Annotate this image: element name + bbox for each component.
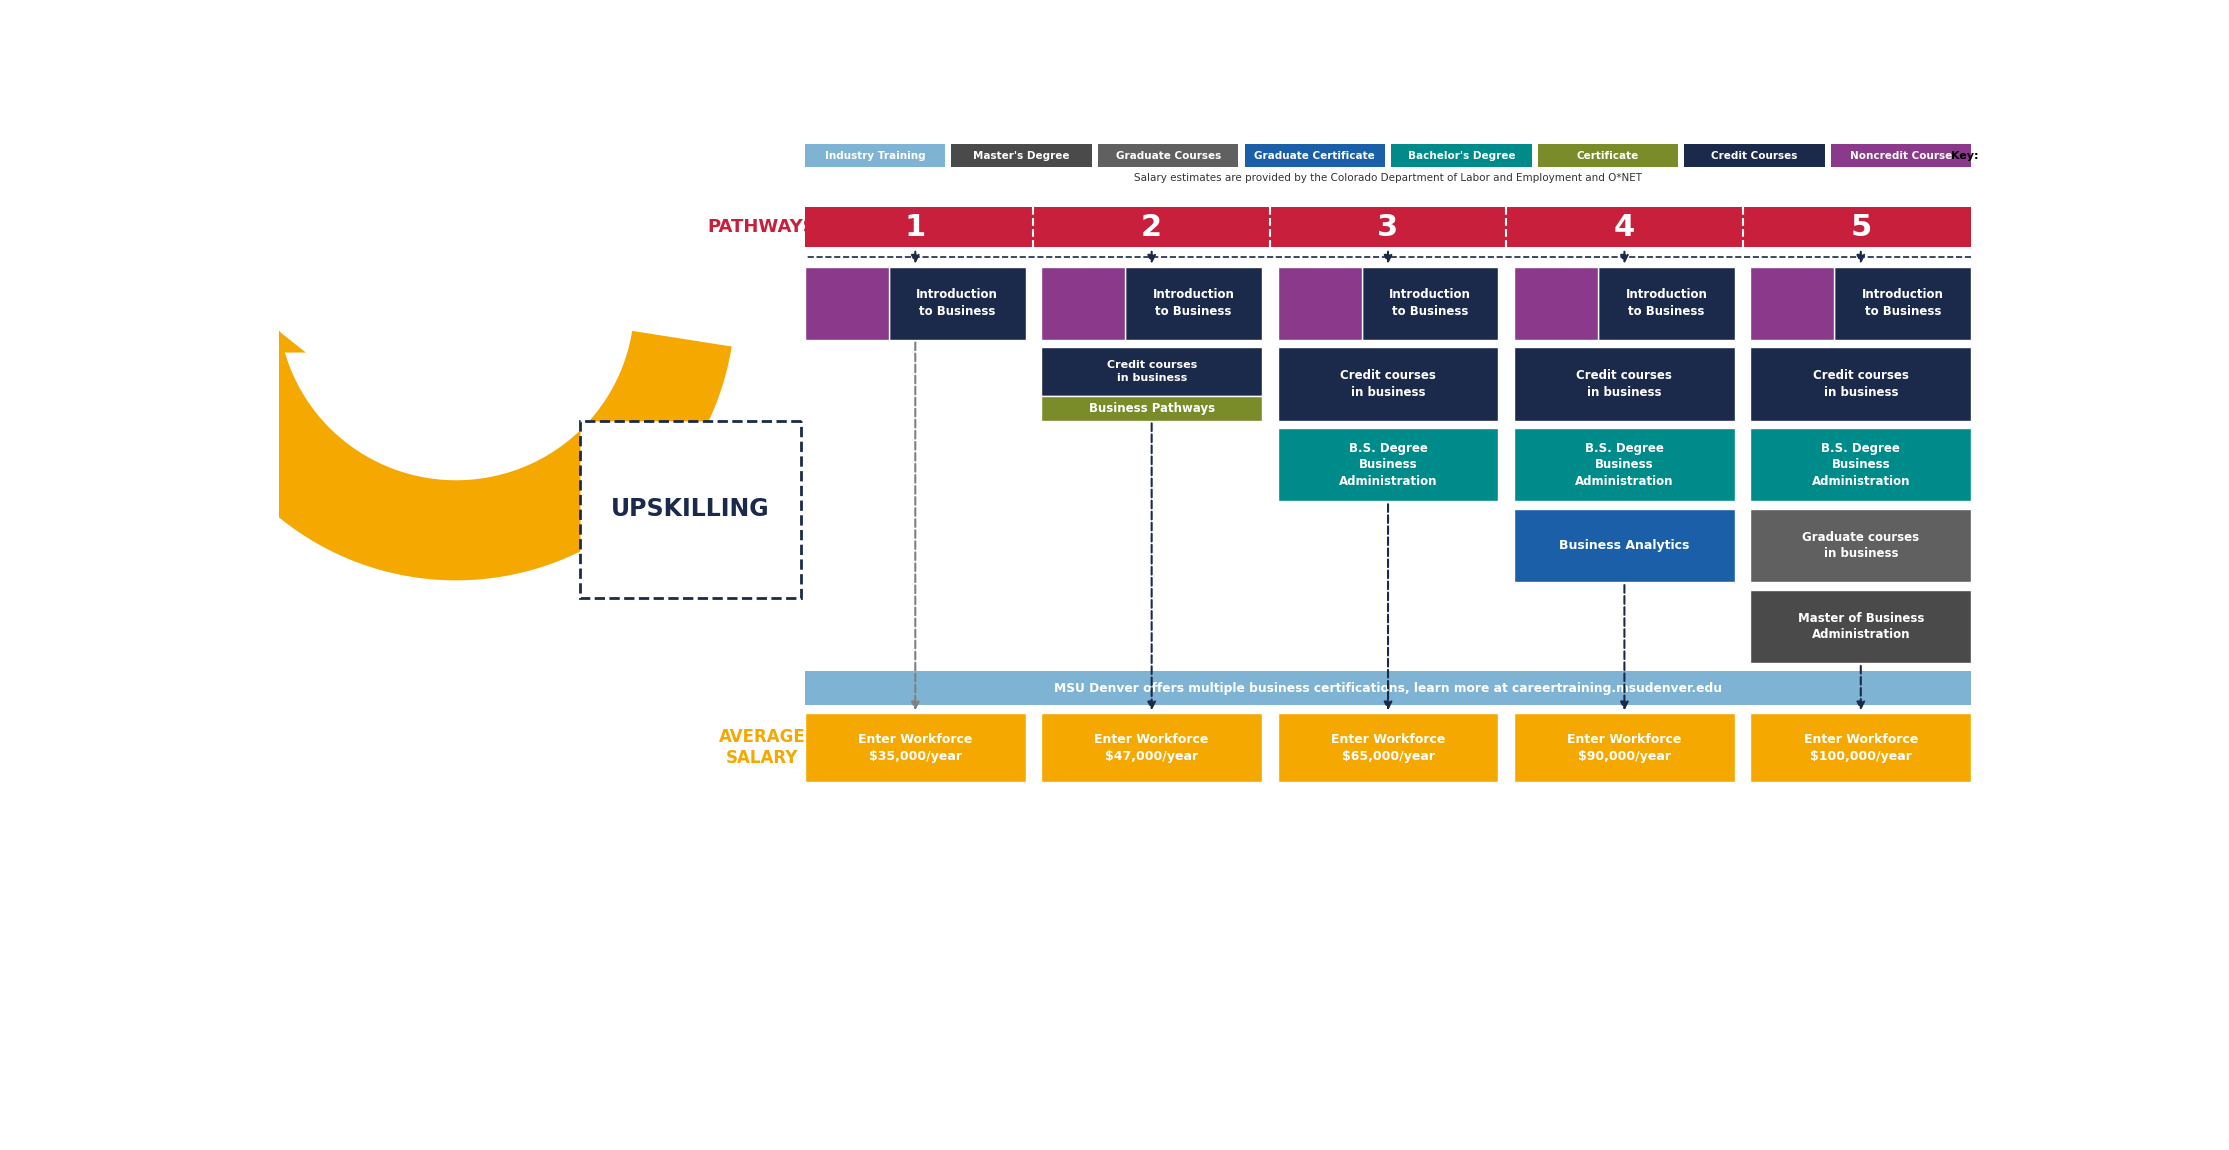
Text: Bachelor's Degree: Bachelor's Degree xyxy=(1406,151,1516,161)
Text: PATHWAYS: PATHWAYS xyxy=(709,218,816,236)
FancyBboxPatch shape xyxy=(1041,347,1262,396)
FancyBboxPatch shape xyxy=(1513,428,1734,501)
FancyBboxPatch shape xyxy=(805,144,945,167)
Text: B.S. Degree
Business
Administration: B.S. Degree Business Administration xyxy=(1576,442,1674,488)
Text: 3: 3 xyxy=(1378,213,1398,242)
FancyBboxPatch shape xyxy=(1538,144,1678,167)
Text: Enter Workforce
$90,000/year: Enter Workforce $90,000/year xyxy=(1567,733,1681,762)
Text: Credit courses
in business: Credit courses in business xyxy=(1340,369,1435,399)
Text: Key:: Key: xyxy=(1950,151,1979,161)
FancyBboxPatch shape xyxy=(1277,428,1498,501)
FancyBboxPatch shape xyxy=(1099,144,1239,167)
FancyBboxPatch shape xyxy=(1277,713,1498,782)
Text: 1: 1 xyxy=(905,213,925,242)
FancyBboxPatch shape xyxy=(1277,267,1362,339)
Polygon shape xyxy=(181,331,731,581)
FancyBboxPatch shape xyxy=(805,207,1970,247)
FancyBboxPatch shape xyxy=(952,144,1092,167)
FancyBboxPatch shape xyxy=(1362,267,1498,339)
FancyBboxPatch shape xyxy=(1750,267,1834,339)
Text: AVERAGE
SALARY: AVERAGE SALARY xyxy=(718,728,805,767)
Text: Graduate Courses: Graduate Courses xyxy=(1114,151,1221,161)
Text: Graduate Certificate: Graduate Certificate xyxy=(1255,151,1375,161)
FancyBboxPatch shape xyxy=(805,670,1970,705)
FancyBboxPatch shape xyxy=(1750,590,1970,664)
FancyBboxPatch shape xyxy=(889,267,1025,339)
Text: Credit courses
in business: Credit courses in business xyxy=(1576,369,1672,399)
Text: Introduction
to Business: Introduction to Business xyxy=(1152,289,1235,317)
FancyBboxPatch shape xyxy=(1750,509,1970,582)
FancyBboxPatch shape xyxy=(1513,347,1734,421)
FancyBboxPatch shape xyxy=(1244,144,1384,167)
FancyBboxPatch shape xyxy=(1126,267,1262,339)
Text: Credit courses
in business: Credit courses in business xyxy=(1106,360,1197,383)
FancyBboxPatch shape xyxy=(1685,144,1826,167)
Text: Master's Degree: Master's Degree xyxy=(974,151,1070,161)
FancyBboxPatch shape xyxy=(1041,396,1262,421)
Text: 5: 5 xyxy=(1850,213,1872,242)
Text: B.S. Degree
Business
Administration: B.S. Degree Business Administration xyxy=(1340,442,1438,488)
Text: Noncredit Course: Noncredit Course xyxy=(1850,151,1953,161)
Text: Business Pathways: Business Pathways xyxy=(1088,401,1215,415)
Text: Credit courses
in business: Credit courses in business xyxy=(1812,369,1908,399)
FancyBboxPatch shape xyxy=(1277,347,1498,421)
Text: Graduate courses
in business: Graduate courses in business xyxy=(1803,531,1919,560)
FancyBboxPatch shape xyxy=(580,421,800,598)
FancyBboxPatch shape xyxy=(1598,267,1734,339)
Text: Enter Workforce
$65,000/year: Enter Workforce $65,000/year xyxy=(1331,733,1444,762)
Text: Salary estimates are provided by the Colorado Department of Labor and Employment: Salary estimates are provided by the Col… xyxy=(1135,172,1643,183)
Text: UPSKILLING: UPSKILLING xyxy=(611,497,769,521)
FancyBboxPatch shape xyxy=(1041,713,1262,782)
Text: Industry Training: Industry Training xyxy=(825,151,925,161)
Text: B.S. Degree
Business
Administration: B.S. Degree Business Administration xyxy=(1812,442,1910,488)
Text: 4: 4 xyxy=(1614,213,1636,242)
FancyBboxPatch shape xyxy=(1391,144,1531,167)
FancyBboxPatch shape xyxy=(1513,713,1734,782)
Text: Enter Workforce
$47,000/year: Enter Workforce $47,000/year xyxy=(1094,733,1208,762)
Text: MSU Denver offers multiple business certifications, learn more at careertraining: MSU Denver offers multiple business cert… xyxy=(1054,682,1723,695)
Text: Business Analytics: Business Analytics xyxy=(1560,539,1690,552)
Text: Enter Workforce
$35,000/year: Enter Workforce $35,000/year xyxy=(858,733,972,762)
Text: Introduction
to Business: Introduction to Business xyxy=(1625,289,1707,317)
FancyBboxPatch shape xyxy=(1750,713,1970,782)
Text: Master of Business
Administration: Master of Business Administration xyxy=(1797,612,1924,642)
FancyBboxPatch shape xyxy=(1513,267,1598,339)
FancyBboxPatch shape xyxy=(805,267,889,339)
Text: 2: 2 xyxy=(1141,213,1161,242)
Text: Certificate: Certificate xyxy=(1576,151,1638,161)
FancyBboxPatch shape xyxy=(1830,144,1970,167)
FancyBboxPatch shape xyxy=(805,713,1025,782)
FancyBboxPatch shape xyxy=(1513,509,1734,582)
Text: Introduction
to Business: Introduction to Business xyxy=(1861,289,1944,317)
Polygon shape xyxy=(154,292,305,353)
Text: Credit Courses: Credit Courses xyxy=(1712,151,1797,161)
FancyBboxPatch shape xyxy=(1041,267,1126,339)
FancyBboxPatch shape xyxy=(1750,428,1970,501)
Text: Introduction
to Business: Introduction to Business xyxy=(1389,289,1471,317)
FancyBboxPatch shape xyxy=(1750,347,1970,421)
FancyBboxPatch shape xyxy=(1834,267,1970,339)
Text: Enter Workforce
$100,000/year: Enter Workforce $100,000/year xyxy=(1803,733,1917,762)
Text: Introduction
to Business: Introduction to Business xyxy=(916,289,999,317)
